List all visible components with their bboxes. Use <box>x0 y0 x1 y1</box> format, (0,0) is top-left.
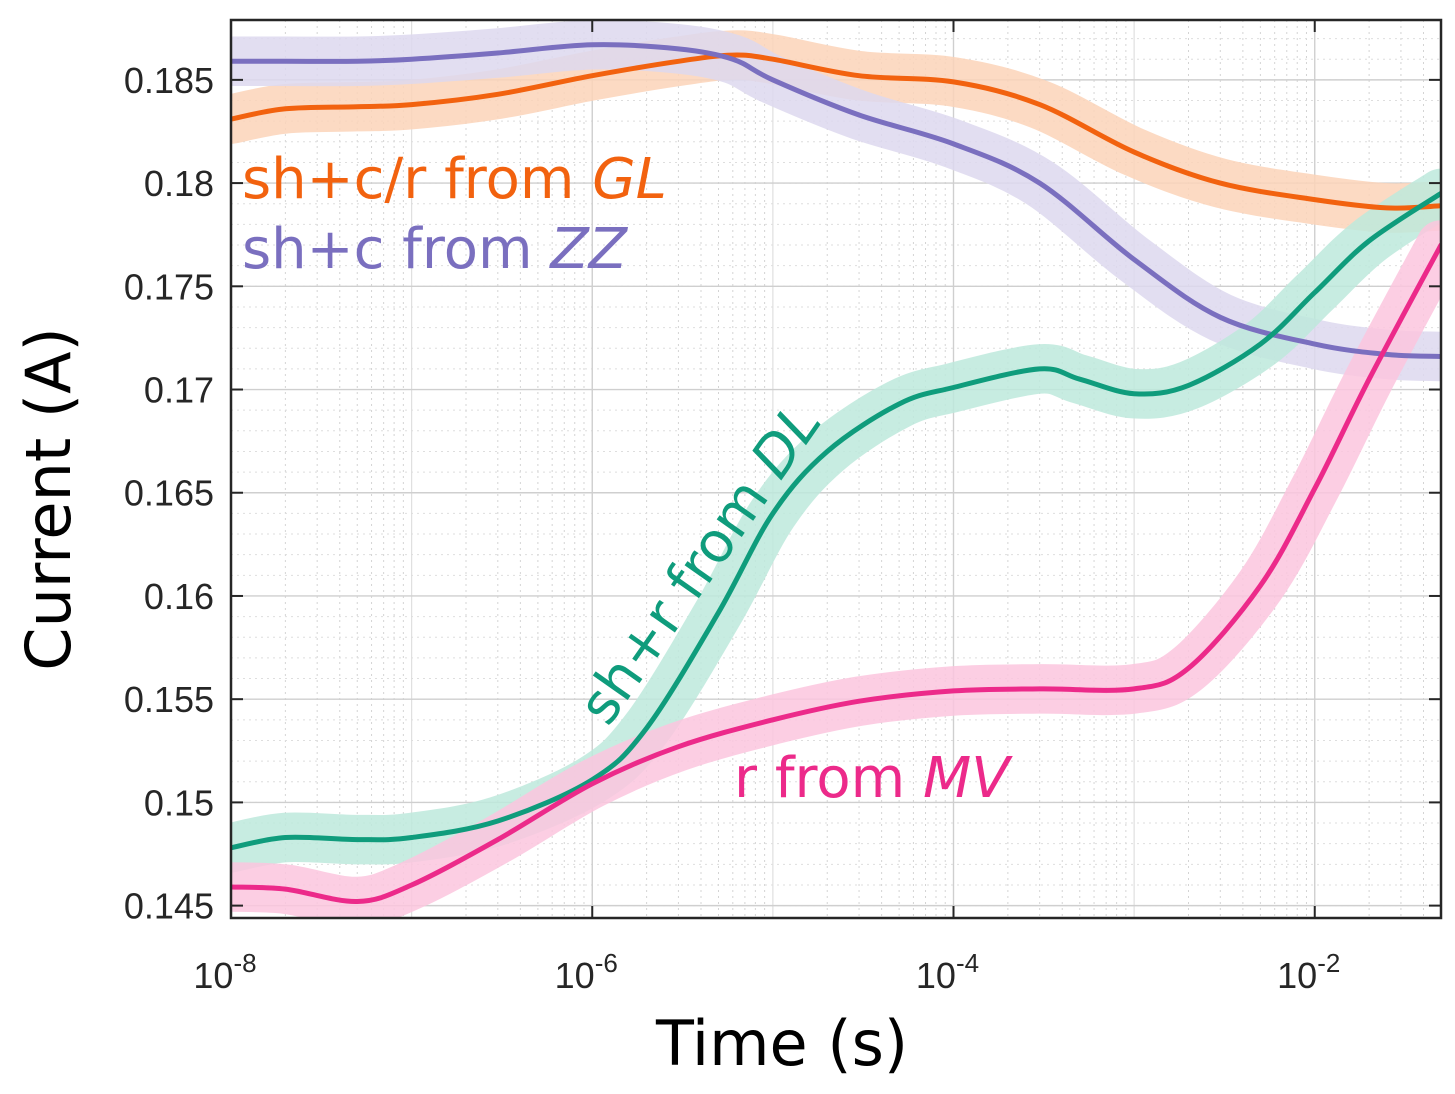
x-tick-labels: 10-8 10-6 10-4 10-2 <box>193 948 1340 996</box>
series-label-gl: sh+c/r from GL <box>242 147 667 212</box>
x-tick-label-exponent: -4 <box>956 948 979 978</box>
series-line-mv <box>231 242 1441 905</box>
x-tick-label-base: 10 <box>193 955 233 996</box>
axis-ticks <box>230 20 1441 918</box>
x-tick-label: 10-4 <box>916 948 979 996</box>
x-tick-label-exponent: -2 <box>1317 948 1340 978</box>
y-axis-title: Current (A) <box>12 327 85 670</box>
series-line-dl <box>231 190 1441 851</box>
x-tick-label: 10-2 <box>1277 948 1340 996</box>
plot-frame <box>229 18 1443 920</box>
y-tick-label: 0.145 <box>124 886 214 927</box>
y-tick-labels: 0.145 0.15 0.155 0.16 0.165 0.17 0.175 0.18 0.18… <box>124 60 214 927</box>
series-line-zz <box>231 42 1441 359</box>
x-tick-label: 10-6 <box>555 948 618 996</box>
series-label-gl-prefix: sh+c/r from <box>242 147 592 212</box>
x-tick-label-base: 10 <box>555 955 595 996</box>
x-tick-label-base: 10 <box>916 955 956 996</box>
y-tick-label: 0.17 <box>144 370 214 411</box>
y-tick-label: 0.15 <box>144 782 214 823</box>
y-tick-label: 0.165 <box>124 473 214 514</box>
x-tick-label: 10-8 <box>193 948 256 996</box>
series-lines <box>231 42 1441 905</box>
series-label-zz-prefix: sh+c from <box>242 217 550 282</box>
series-label-mv-prefix: r from <box>734 746 923 811</box>
series-label-mv-name: MV <box>923 746 1013 811</box>
x-tick-label-exponent: -6 <box>595 948 618 978</box>
y-tick-label: 0.155 <box>124 679 214 720</box>
x-tick-label-exponent: -8 <box>233 948 256 978</box>
series-label-gl-name: GL <box>592 147 667 212</box>
series-label-zz-name: ZZ <box>548 217 628 282</box>
y-tick-label: 0.175 <box>124 266 214 307</box>
y-tick-label: 0.185 <box>124 60 214 101</box>
series-line-gl <box>231 52 1441 211</box>
series-label-mv: r from MV <box>734 746 1013 811</box>
series-label-zz: sh+c from ZZ <box>242 217 629 282</box>
x-axis-title: Time (s) <box>655 1007 908 1080</box>
y-tick-label: 0.18 <box>144 163 214 204</box>
x-tick-label-base: 10 <box>1277 955 1317 996</box>
y-tick-label: 0.16 <box>144 576 214 617</box>
